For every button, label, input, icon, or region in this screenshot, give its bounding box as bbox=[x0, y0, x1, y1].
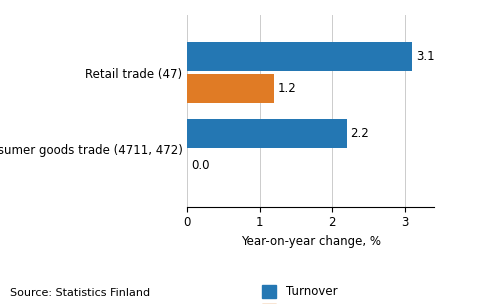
Bar bbox=[187, 74, 274, 103]
Text: 0.0: 0.0 bbox=[191, 159, 210, 172]
Text: 2.2: 2.2 bbox=[351, 127, 369, 140]
Legend: Turnover, Sales volume: Turnover, Sales volume bbox=[262, 285, 365, 304]
Bar bbox=[187, 119, 347, 148]
X-axis label: Year-on-year change, %: Year-on-year change, % bbox=[241, 235, 381, 248]
Bar bbox=[187, 42, 412, 71]
Text: 1.2: 1.2 bbox=[278, 82, 297, 95]
Text: Source: Statistics Finland: Source: Statistics Finland bbox=[10, 288, 150, 298]
Text: 3.1: 3.1 bbox=[416, 50, 434, 63]
